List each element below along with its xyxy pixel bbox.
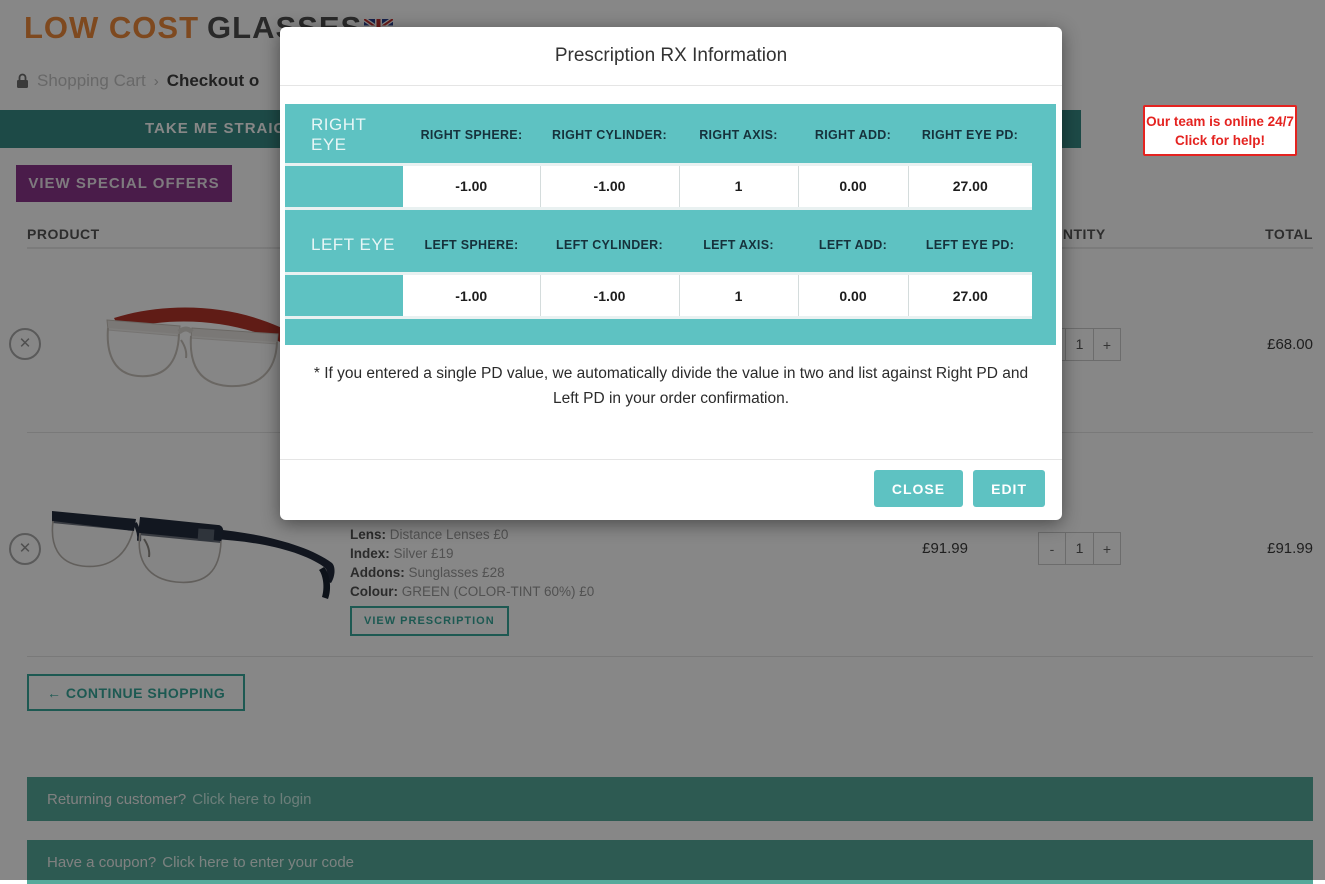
right-axis-value: 1 (679, 164, 798, 208)
edit-button[interactable]: EDIT (973, 470, 1045, 507)
left-add-header: LEFT ADD: (798, 218, 908, 274)
right-sphere-value: -1.00 (403, 164, 540, 208)
prescription-rx-modal: Prescription RX Information RIGHT EYE RI… (280, 27, 1062, 520)
close-button[interactable]: CLOSE (874, 470, 963, 507)
right-eye-spacer (285, 164, 403, 208)
left-eye-pd-header: LEFT EYE PD: (908, 218, 1032, 274)
modal-footer: CLOSE EDIT (280, 459, 1062, 520)
right-eye-pd-value: 27.00 (908, 164, 1032, 208)
left-cylinder-header: LEFT CYLINDER: (540, 218, 679, 274)
modal-title: Prescription RX Information (280, 27, 1062, 86)
right-cylinder-header: RIGHT CYLINDER: (540, 108, 679, 164)
left-eye-pd-value: 27.00 (908, 274, 1032, 318)
right-axis-header: RIGHT AXIS: (679, 108, 798, 164)
left-axis-value: 1 (679, 274, 798, 318)
right-sphere-header: RIGHT SPHERE: (403, 108, 540, 164)
right-eye-pd-header: RIGHT EYE PD: (908, 108, 1032, 164)
left-add-value: 0.00 (798, 274, 908, 318)
help-box-line1: Our team is online 24/7 (1145, 114, 1295, 129)
rx-tables-panel: RIGHT EYE RIGHT SPHERE: RIGHT CYLINDER: … (285, 104, 1056, 345)
right-eye-table: RIGHT EYE RIGHT SPHERE: RIGHT CYLINDER: … (285, 108, 1032, 210)
right-add-value: 0.00 (798, 164, 908, 208)
left-sphere-header: LEFT SPHERE: (403, 218, 540, 274)
pd-note: * If you entered a single PD value, we a… (301, 361, 1041, 411)
live-chat-help-box[interactable]: Our team is online 24/7 Click for help! (1143, 105, 1297, 156)
right-add-header: RIGHT ADD: (798, 108, 908, 164)
left-eye-table: LEFT EYE LEFT SPHERE: LEFT CYLINDER: LEF… (285, 218, 1032, 320)
left-eye-label: LEFT EYE (285, 218, 403, 274)
left-eye-spacer (285, 274, 403, 318)
right-cylinder-value: -1.00 (540, 164, 679, 208)
left-sphere-value: -1.00 (403, 274, 540, 318)
right-eye-label: RIGHT EYE (285, 108, 403, 164)
help-box-line2: Click for help! (1145, 133, 1295, 148)
left-cylinder-value: -1.00 (540, 274, 679, 318)
left-axis-header: LEFT AXIS: (679, 218, 798, 274)
